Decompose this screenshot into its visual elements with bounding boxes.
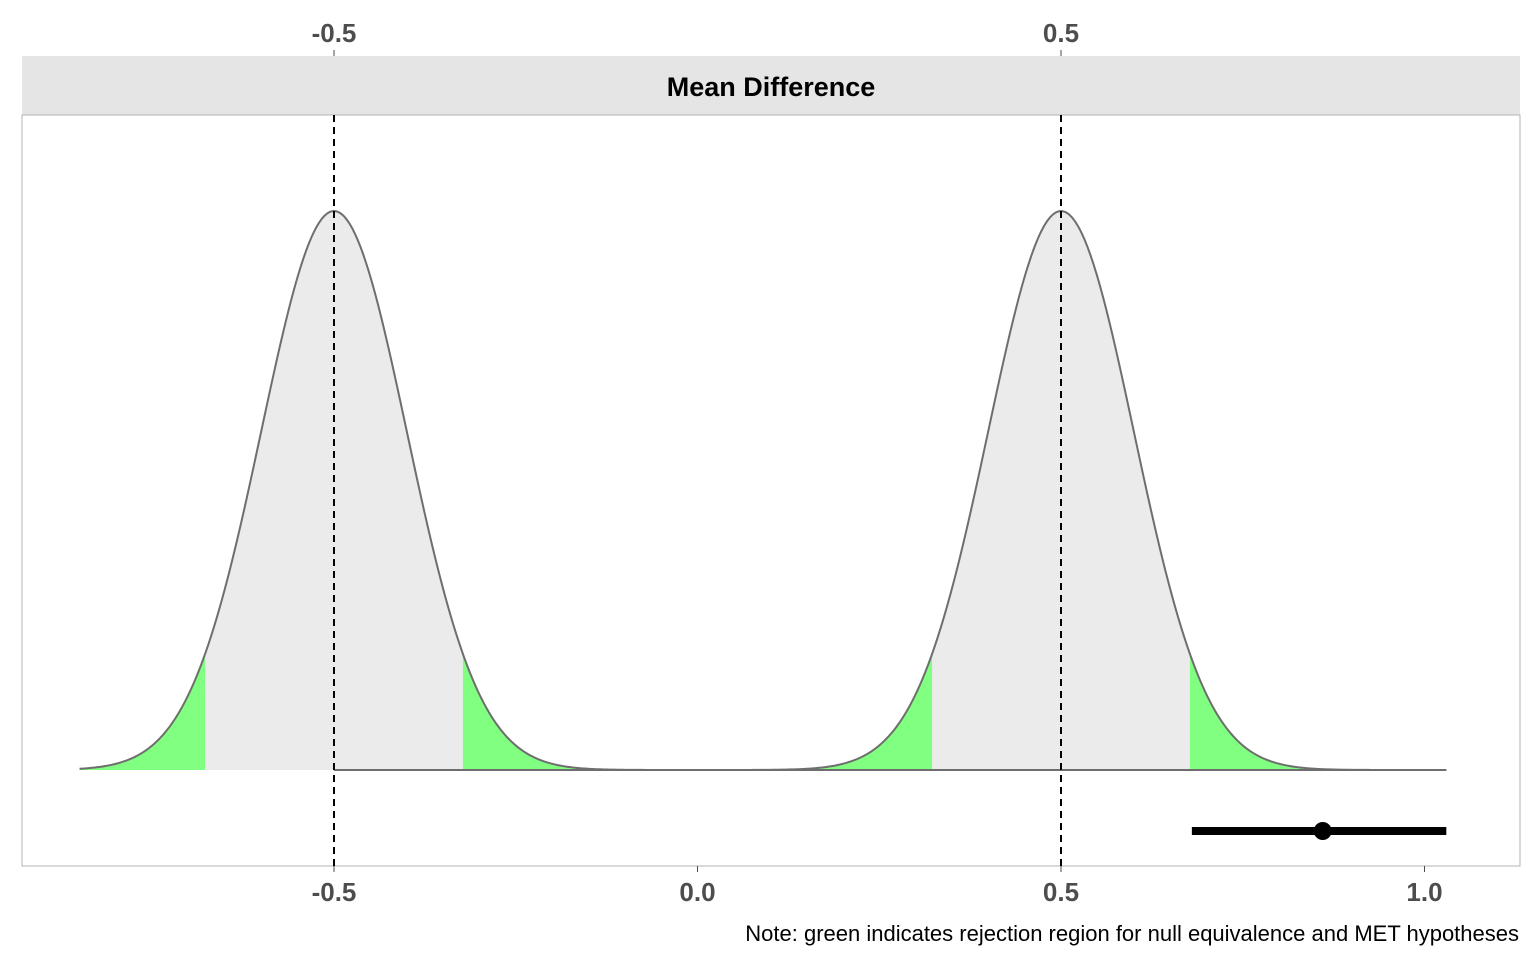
distribution-fill-2 xyxy=(697,211,1447,770)
point-estimate xyxy=(1313,822,1332,840)
estimate-interval xyxy=(1191,822,1447,840)
distribution-fill-1 xyxy=(79,211,698,770)
top-tick-label-1: -0.5 xyxy=(312,18,357,48)
x-tick-label-2: 0.0 xyxy=(679,877,715,907)
rejection-region-2-1 xyxy=(697,653,933,770)
null-distributions xyxy=(79,210,1447,771)
x-tick-label-3: 0.5 xyxy=(1043,877,1079,907)
facet-label: Mean Difference xyxy=(667,72,876,102)
facet-strip xyxy=(22,56,1520,115)
top-axis: -0.5 0.5 xyxy=(312,18,1079,56)
rejection-region-1-2 xyxy=(462,653,698,770)
footnote: Note: green indicates rejection region f… xyxy=(745,921,1519,946)
rejection-region-1-1 xyxy=(79,653,206,770)
x-tick-label-4: 1.0 xyxy=(1406,877,1442,907)
panel-border xyxy=(21,114,1521,867)
reference-lines xyxy=(333,115,1062,866)
x-tick-label-1: -0.5 xyxy=(312,877,357,907)
x-axis: -0.5 0.0 0.5 1.0 xyxy=(312,866,1443,907)
rejection-region-2-2 xyxy=(1189,653,1447,770)
top-tick-label-2: 0.5 xyxy=(1043,18,1079,48)
